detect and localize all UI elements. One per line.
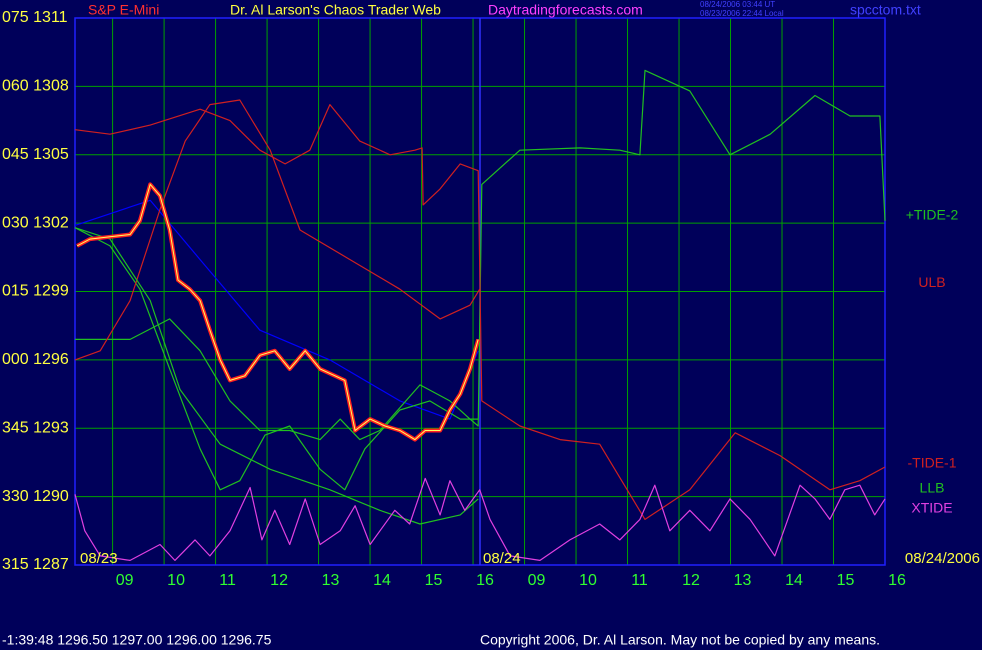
date-label: 08/24/2006 — [905, 550, 980, 567]
y-tick-label: 315 1287 — [2, 556, 69, 573]
y-tick-label: 030 1302 — [2, 214, 69, 231]
series-line — [74, 227, 479, 525]
x-tick-label: 16 — [888, 572, 906, 589]
series-line — [74, 199, 479, 420]
label-group: 075 1311 060 1308 045 1305 030 1302 015 1299… — [2, 9, 958, 589]
y-tick-label: 000 1296 — [2, 351, 69, 368]
x-tick-label: 11 — [219, 572, 236, 589]
x-tick-label: 10 — [167, 572, 185, 589]
x-tick-label: 16 — [476, 572, 494, 589]
x-tick-label: 14 — [373, 572, 391, 589]
y-tick-label: 345 1293 — [2, 419, 69, 436]
x-tick-label: 15 — [837, 572, 855, 589]
x-tick-label: 12 — [270, 572, 288, 589]
timestamp: 08/24/2006 03:44 UT — [700, 0, 775, 9]
y-tick-label: 015 1299 — [2, 283, 69, 300]
series-line — [74, 99, 481, 361]
series-line — [75, 69, 886, 441]
series-line — [76, 183, 479, 441]
x-tick-label: 10 — [579, 572, 597, 589]
y-tick-label: 045 1305 — [2, 146, 69, 163]
chart-title: Dr. Al Larson's Chaos Trader Web — [230, 2, 441, 18]
legend-label: XTIDE — [911, 500, 952, 516]
legend-label: LLB — [920, 480, 945, 496]
y-tick-label: 330 1290 — [2, 488, 69, 505]
legend-label: +TIDE-2 — [906, 207, 959, 223]
x-tick-label: 13 — [322, 572, 340, 589]
legend-label: -TIDE-1 — [908, 455, 957, 471]
file-name: spcctom.txt — [850, 2, 921, 18]
x-tick-label: 09 — [528, 572, 546, 589]
series-line — [74, 477, 886, 562]
date-label: 08/23 — [80, 550, 118, 567]
series-group — [74, 69, 886, 562]
instrument: S&P E-Mini — [88, 2, 159, 18]
date-label: 08/24 — [483, 550, 521, 567]
y-tick-label: 075 1311 — [2, 9, 68, 26]
y-tick-label: 060 1308 — [2, 78, 69, 95]
timestamp: 08/23/2006 22:44 Local — [700, 9, 784, 18]
x-tick-label: 13 — [734, 572, 752, 589]
copyright: Copyright 2006, Dr. Al Larson. May not b… — [480, 632, 880, 648]
x-tick-label: 12 — [682, 572, 700, 589]
x-tick-label: 11 — [631, 572, 648, 589]
x-tick-label: 15 — [425, 572, 443, 589]
status-line: -1:39:48 1296.50 1297.00 1296.00 1296.75 — [2, 632, 272, 648]
x-tick-label: 09 — [116, 572, 134, 589]
series-line — [74, 103, 886, 521]
legend-label: ULB — [918, 274, 945, 290]
website: Daytradingforecasts.com — [488, 2, 643, 18]
x-tick-label: 14 — [785, 572, 803, 589]
